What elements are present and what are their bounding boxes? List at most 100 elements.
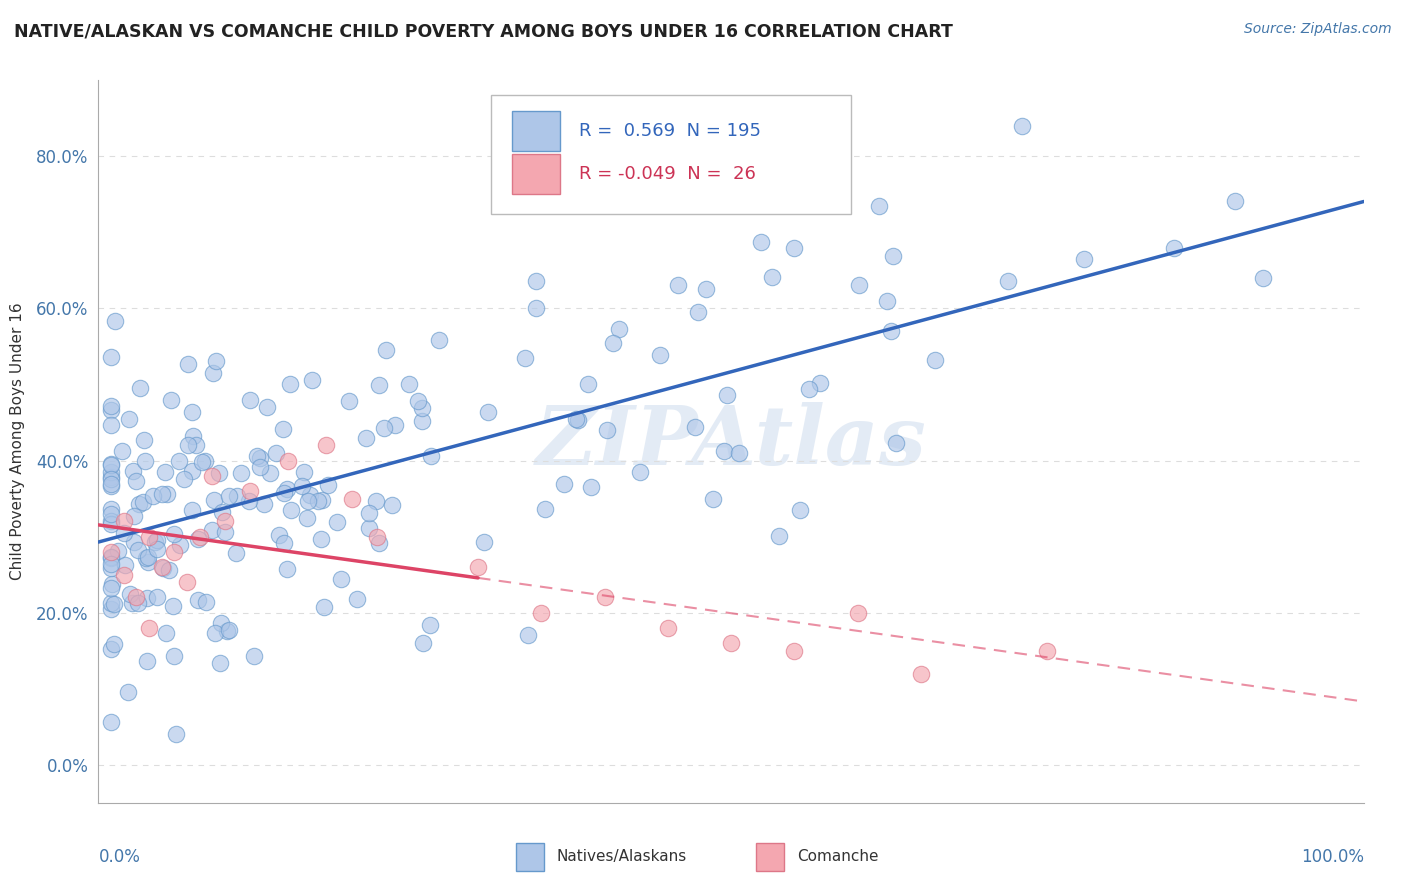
Point [143, 535, 166, 549]
Point [1251, 271, 1274, 285]
Text: 100.0%: 100.0% [1301, 848, 1364, 866]
Point [695, 282, 717, 296]
Point [209, 615, 232, 630]
Point [100, 458, 122, 472]
Point [524, 301, 547, 316]
Point [398, 376, 420, 391]
Point [118, 586, 141, 600]
Point [121, 596, 143, 610]
Point [125, 591, 148, 605]
Point [309, 532, 332, 546]
Point [789, 503, 811, 517]
Point [728, 445, 751, 459]
Point [783, 643, 806, 657]
Point [163, 649, 186, 664]
Point [100, 501, 122, 516]
Point [326, 515, 349, 529]
Point [218, 490, 240, 504]
Point [208, 467, 231, 481]
Point [367, 536, 389, 550]
Point [100, 479, 122, 493]
Point [243, 649, 266, 664]
Point [211, 505, 233, 519]
Point [205, 354, 228, 368]
Point [112, 515, 135, 529]
Point [846, 606, 869, 620]
Text: 0.0%: 0.0% [98, 848, 141, 866]
Point [869, 199, 891, 213]
Point [648, 348, 671, 362]
Point [218, 624, 240, 638]
Point [112, 526, 135, 541]
Point [100, 465, 122, 479]
Point [277, 453, 299, 467]
Point [100, 472, 122, 486]
Point [150, 560, 173, 574]
Point [188, 530, 211, 544]
Point [217, 624, 239, 638]
Point [271, 422, 294, 436]
Point [160, 392, 183, 407]
Point [173, 472, 195, 486]
Point [214, 525, 236, 540]
Point [412, 636, 434, 650]
Point [194, 453, 217, 467]
Point [118, 412, 141, 426]
Point [359, 521, 381, 535]
Point [150, 487, 173, 501]
Point [201, 366, 224, 380]
Point [180, 405, 202, 419]
Point [298, 488, 321, 502]
Point [1163, 241, 1185, 255]
Point [142, 489, 165, 503]
Point [269, 527, 291, 541]
Text: Comanche: Comanche [797, 849, 879, 864]
Point [100, 399, 122, 413]
Point [146, 590, 169, 604]
Point [103, 637, 125, 651]
Point [256, 400, 278, 414]
FancyBboxPatch shape [491, 95, 851, 214]
Point [761, 269, 783, 284]
Point [346, 592, 368, 607]
Point [249, 450, 271, 465]
Point [100, 417, 122, 432]
Point [252, 497, 274, 511]
Point [138, 621, 160, 635]
Point [208, 656, 231, 670]
Point [176, 358, 198, 372]
Point [666, 278, 689, 293]
Point [191, 455, 214, 469]
Point [797, 383, 820, 397]
Point [530, 606, 553, 620]
Point [1036, 643, 1059, 657]
Point [155, 626, 177, 640]
Point [101, 577, 124, 591]
Point [100, 477, 122, 491]
Point [340, 491, 363, 506]
Point [111, 443, 134, 458]
Point [273, 536, 295, 550]
Point [100, 551, 122, 566]
Point [373, 421, 395, 435]
Point [354, 431, 377, 445]
Point [427, 334, 450, 348]
Point [375, 343, 398, 357]
FancyBboxPatch shape [756, 843, 785, 871]
Text: NATIVE/ALASKAN VS COMANCHE CHILD POVERTY AMONG BOYS UNDER 16 CORRELATION CHART: NATIVE/ALASKAN VS COMANCHE CHILD POVERTY… [14, 22, 953, 40]
Point [187, 592, 209, 607]
Point [104, 313, 127, 327]
Point [122, 508, 145, 523]
Point [419, 617, 441, 632]
Point [100, 581, 122, 595]
FancyBboxPatch shape [512, 111, 560, 151]
Point [146, 533, 169, 548]
Point [125, 474, 148, 488]
Point [357, 506, 380, 520]
Y-axis label: Child Poverty Among Boys Under 16: Child Poverty Among Boys Under 16 [10, 302, 25, 581]
Point [100, 561, 122, 575]
Point [880, 324, 903, 338]
Point [292, 465, 315, 479]
Point [225, 546, 247, 560]
Point [420, 449, 443, 463]
